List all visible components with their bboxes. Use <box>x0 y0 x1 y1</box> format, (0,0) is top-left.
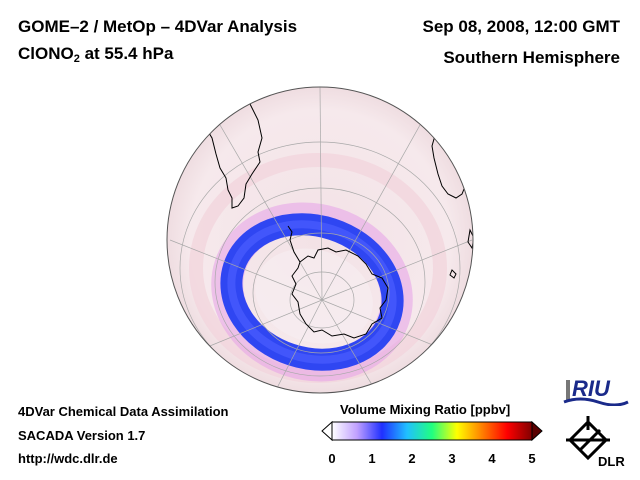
vortex-ring-core <box>227 220 397 364</box>
colorbar-bar <box>331 421 533 441</box>
colorbar <box>321 420 543 442</box>
antarctica-coast <box>287 225 389 339</box>
riu-logo-wave <box>563 397 629 406</box>
colorbar-tick: 0 <box>328 451 336 466</box>
datetime-label: Sep 08, 2008, 12:00 GMT <box>422 17 621 36</box>
colorbar-tick: 1 <box>368 451 376 466</box>
title-left-line1: GOME–2 / MetOp – 4DVar Analysis <box>18 17 298 36</box>
south-america-coast <box>205 93 263 209</box>
species-label: ClONO2 at 55.4 hPa <box>18 44 173 65</box>
footer-line1: 4DVar Chemical Data Assimilation <box>18 404 229 419</box>
colorbar-under-arrow <box>321 420 333 442</box>
colorbar-over-arrow <box>531 420 543 442</box>
riu-logo: RIU <box>563 376 629 406</box>
vortex-interior <box>255 248 373 344</box>
colorbar-title: Volume Mixing Ratio [ppbv] <box>340 402 511 417</box>
colorbar-tick: 4 <box>488 451 496 466</box>
footer-url: http://wdc.dlr.de <box>18 451 118 466</box>
colorbar-tick: 5 <box>528 451 536 466</box>
dlr-logo-mark <box>566 416 610 461</box>
region-label: Southern Hemisphere <box>443 48 620 67</box>
polar-map <box>166 86 474 394</box>
colorbar-tick: 3 <box>448 451 456 466</box>
species-rest: at 55.4 hPa <box>79 44 174 63</box>
globe-disk <box>167 87 473 393</box>
footer-line2: SACADA Version 1.7 <box>18 428 146 443</box>
riu-logo-text: RIU <box>572 376 611 401</box>
species-main: ClONO <box>18 44 74 63</box>
dlr-logo-text: DLR <box>598 454 625 469</box>
colorbar-tick: 2 <box>408 451 416 466</box>
globe-outline <box>166 86 474 394</box>
dlr-logo: DLR <box>566 416 625 469</box>
riu-logo-mark <box>566 380 570 400</box>
species-subscript: 2 <box>73 53 80 65</box>
graticule <box>169 87 473 393</box>
